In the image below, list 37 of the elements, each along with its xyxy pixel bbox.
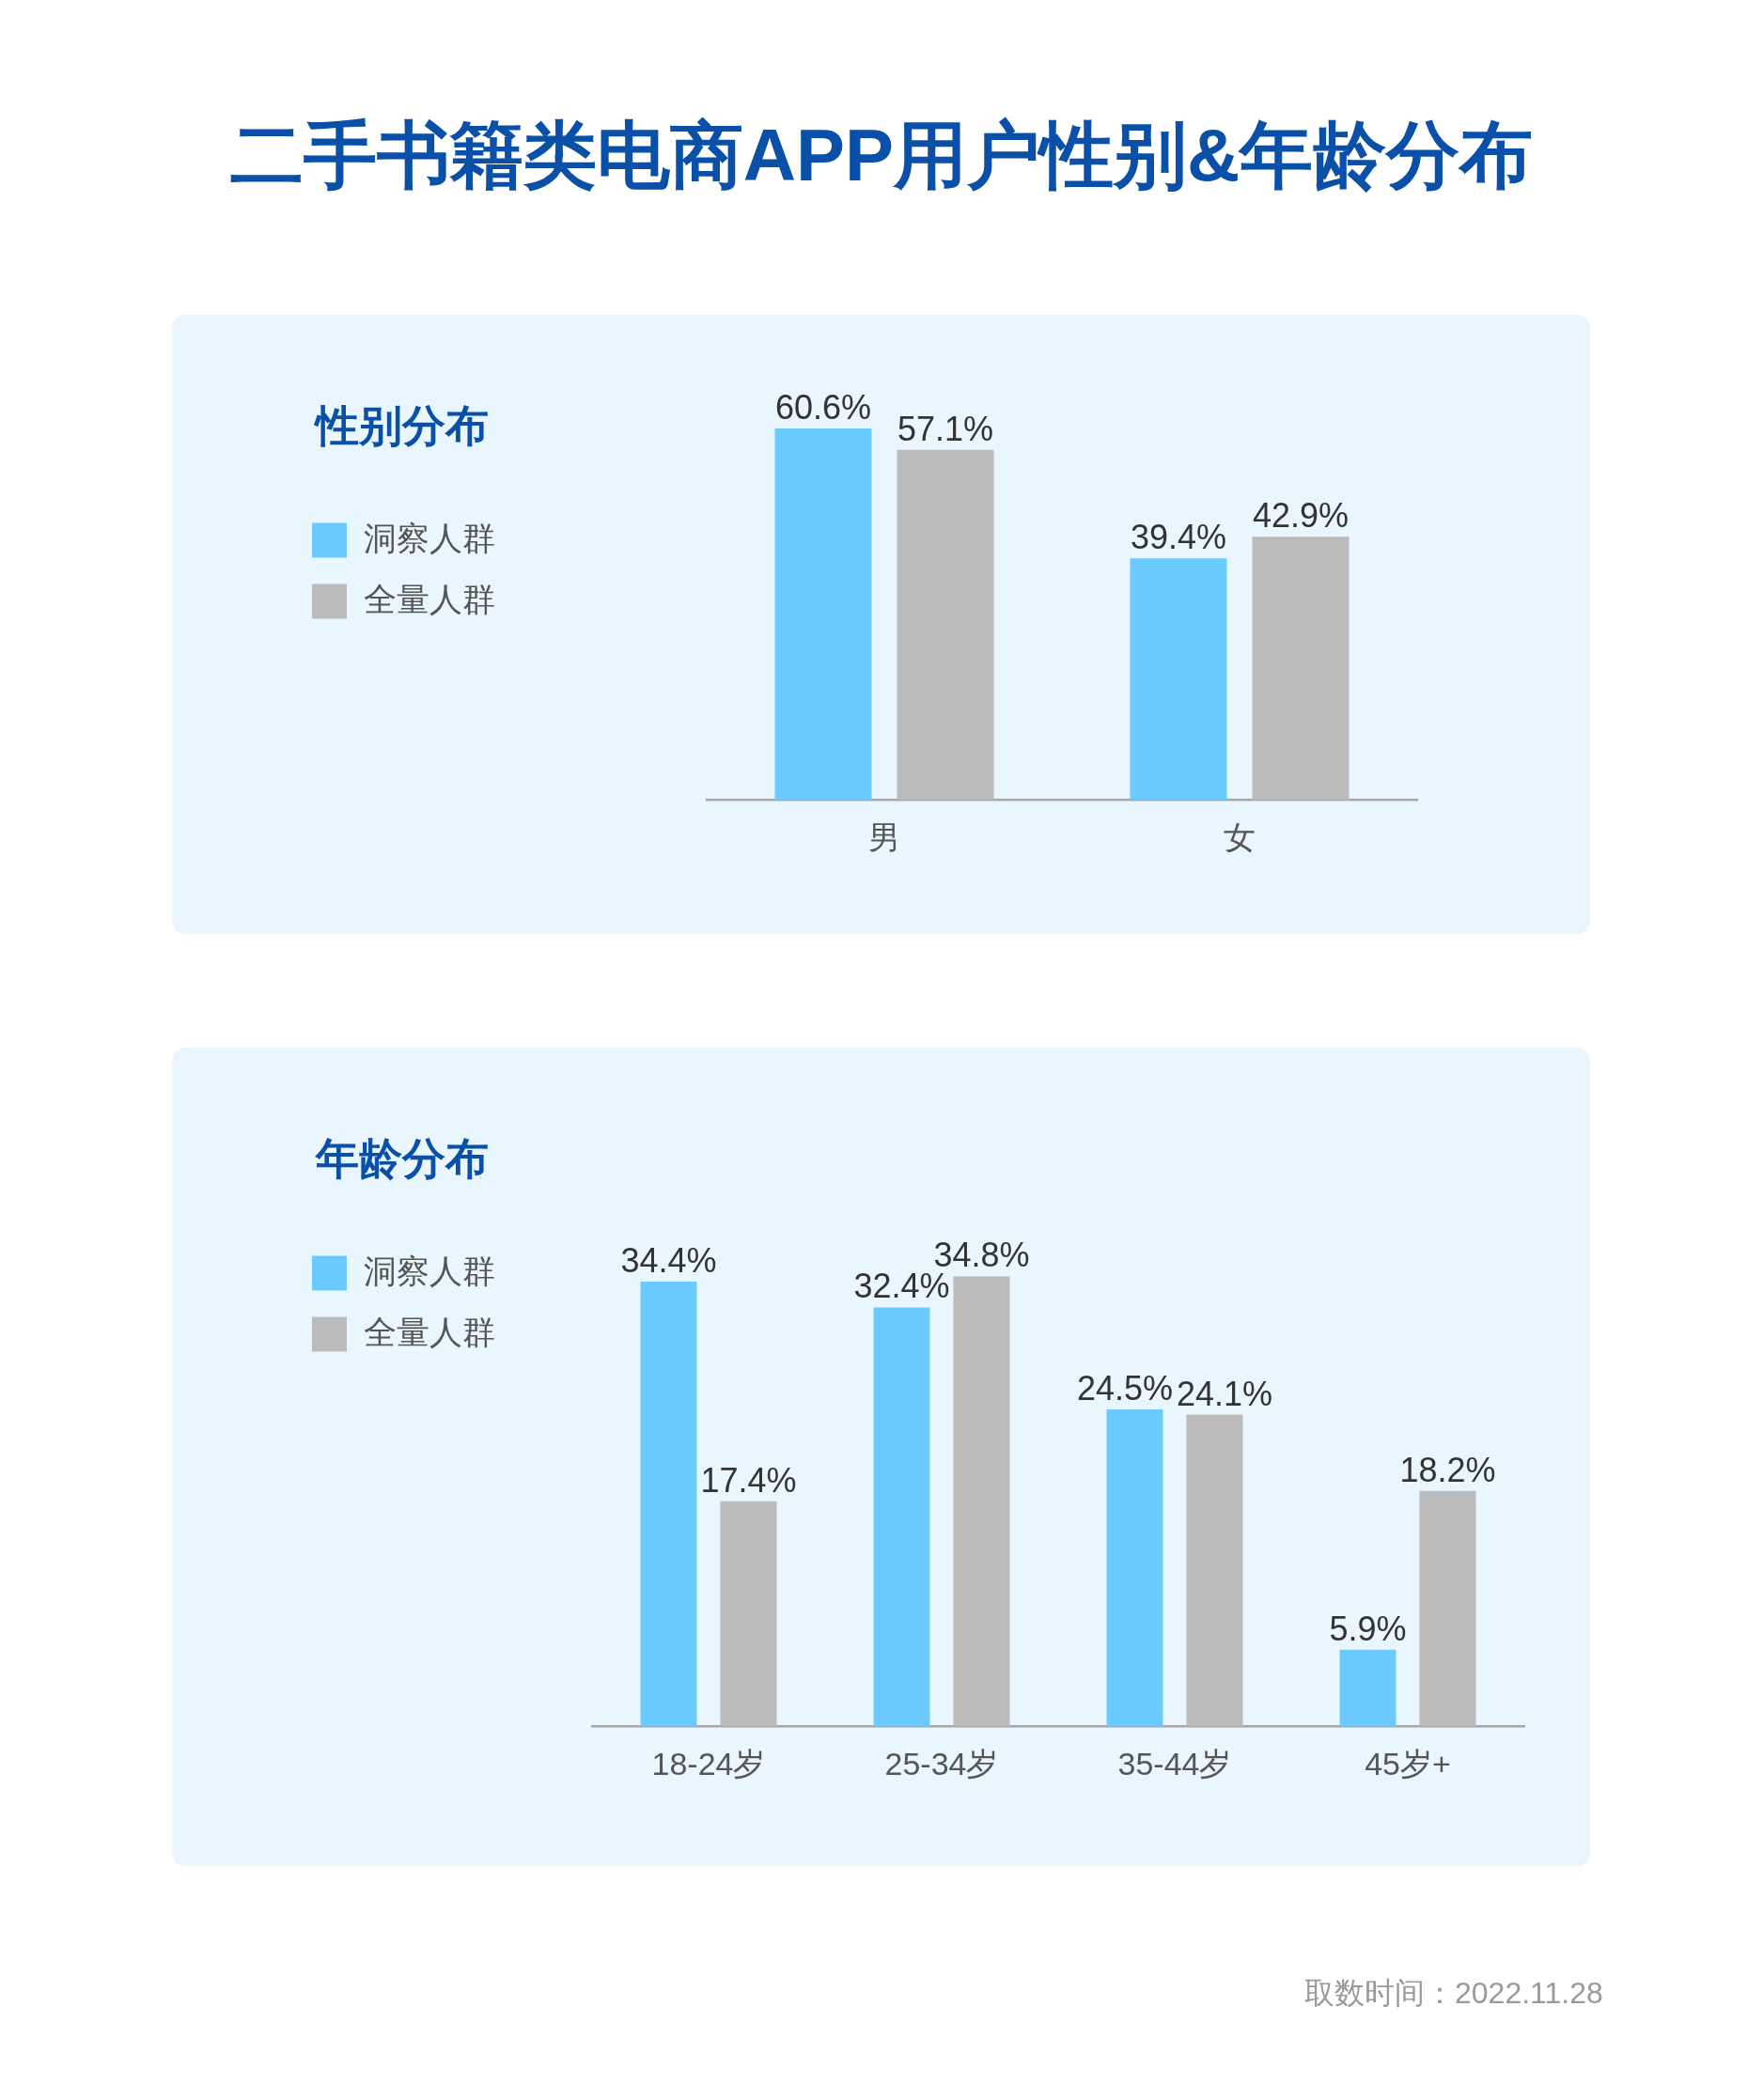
x-tick-label: 25-34岁: [884, 1745, 999, 1781]
bar: [640, 1282, 697, 1726]
chart-subtitle: 性别分布: [316, 400, 489, 452]
bar: [953, 1276, 1010, 1726]
chart-subtitle: 年龄分布: [316, 1133, 489, 1185]
legend-label: 洞察人群: [363, 1252, 495, 1289]
bar: [1186, 1414, 1243, 1726]
bar: [1339, 1649, 1396, 1726]
data-label: 42.9%: [1252, 496, 1350, 536]
x-tick-label: 45岁+: [1365, 1745, 1451, 1781]
x-tick-label: 男: [868, 818, 900, 855]
data-label: 39.4%: [1130, 518, 1227, 557]
data-label: 57.1%: [897, 409, 994, 448]
data-label: 17.4%: [700, 1460, 797, 1500]
bar: [897, 449, 994, 800]
bar: [720, 1501, 777, 1726]
data-label: 24.1%: [1177, 1374, 1273, 1413]
x-tick-label: 35-44岁: [1117, 1745, 1232, 1781]
data-label: 32.4%: [853, 1267, 950, 1306]
x-tick-label: 女: [1224, 818, 1256, 855]
bar: [1419, 1490, 1476, 1726]
bar: [873, 1307, 930, 1726]
chart-title: 二手书籍类电商APP用户性别&年龄分布: [228, 114, 1535, 196]
x-tick-label: 18-24岁: [651, 1745, 766, 1781]
data-label: 60.6%: [774, 387, 872, 427]
bar: [1106, 1409, 1163, 1726]
data-label: 5.9%: [1329, 1609, 1407, 1648]
legend-label: 洞察人群: [363, 519, 495, 556]
data-label: 24.5%: [1076, 1369, 1173, 1408]
legend-label: 全量人群: [363, 1313, 495, 1350]
bar: [1130, 558, 1227, 800]
bar: [774, 428, 872, 800]
text: 取数时间：2022.11.28: [1304, 1975, 1603, 2012]
bar: [1252, 537, 1350, 800]
data-label: 18.2%: [1399, 1450, 1496, 1489]
data-label: 34.4%: [620, 1241, 717, 1280]
legend-label: 全量人群: [363, 580, 495, 617]
